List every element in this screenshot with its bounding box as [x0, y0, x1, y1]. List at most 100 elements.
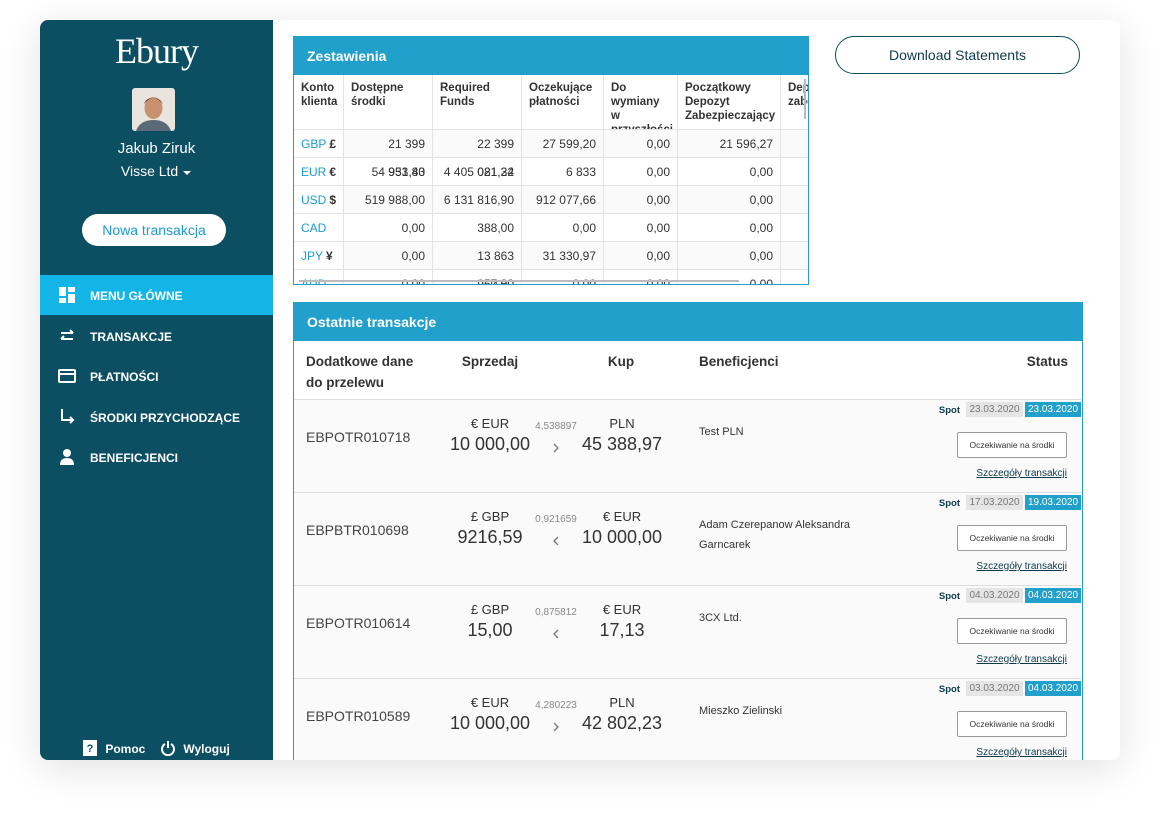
help-link[interactable]: ? Pomoc	[82, 740, 145, 756]
details-link[interactable]: Szczegóły transakcji	[976, 468, 1067, 479]
date-to: 04.03.2020	[1025, 588, 1081, 603]
value-cell: 0,00	[678, 214, 781, 242]
transaction-row: EBPBTR010698 £ GBP 9216,59 0,921659 € EUR 10 …	[294, 492, 1082, 586]
transaction-type: Spot	[938, 684, 960, 695]
currency-symbol: £	[329, 137, 337, 151]
transaction-row: EBPOTR010718 € EUR 10 000,00 4,538897 PLN 45 …	[294, 399, 1082, 493]
sell-amount: 10 000,00	[449, 713, 531, 733]
menu-item[interactable]: TRANSAKCJE	[40, 316, 273, 356]
column-header: Dostępne środki	[344, 75, 433, 130]
currency-code: GBP	[301, 137, 327, 151]
sell-currency: € EUR	[470, 695, 510, 710]
value-cell: 21 596,27	[678, 130, 781, 158]
value-cell: 519 988,00	[344, 186, 433, 214]
menu-item[interactable]: BENEFICJENCI	[40, 437, 273, 477]
value-cell: 27 599,20	[522, 130, 604, 158]
account-cell[interactable]: JPY ¥	[294, 242, 344, 270]
currency-symbol: €	[329, 165, 337, 179]
status-button[interactable]: Oczekiwanie na środki	[957, 711, 1067, 737]
buy-amount: 17,13	[599, 620, 645, 640]
currency-code: CAD	[301, 221, 327, 235]
value-cell	[781, 158, 808, 186]
summary-panel: Zestawienia Konto klienta Dostępne środki…	[293, 36, 809, 285]
avatar	[132, 88, 175, 131]
menu-icon	[58, 369, 76, 383]
beneficiary: Adam Czerepanow Aleksandra Garncarek	[699, 519, 851, 551]
reference: EBPOTR010614	[306, 615, 411, 631]
transactions-title: Ostatnie transakcje	[294, 303, 1082, 341]
download-button[interactable]: Download Statements	[835, 36, 1080, 74]
value-cell: 0,00	[678, 242, 781, 270]
menu-icon	[59, 287, 75, 303]
date-to: 23.03.2020	[1025, 402, 1081, 417]
status-button[interactable]: Oczekiwanie na środki	[957, 525, 1067, 551]
transaction-row: EBPOTR010614 £ GBP 15,00 0,875812 € EUR 17,13…	[294, 585, 1082, 679]
arrow	[526, 719, 586, 736]
transaction-type: Spot	[938, 405, 960, 416]
menu-item[interactable]: PŁATNOŚCI	[40, 356, 273, 396]
account-cell[interactable]: CAD	[294, 214, 344, 242]
sell-currency: £ GBP	[470, 509, 510, 524]
details-link[interactable]: Szczegóły transakcji	[976, 561, 1067, 572]
help-icon: ?	[83, 740, 97, 756]
value-cell: 0,00	[344, 214, 433, 242]
details-link[interactable]: Szczegóły transakcji	[976, 654, 1067, 665]
value-cell: 912 077,66	[522, 186, 604, 214]
menu-label: PŁATNOŚCI	[90, 370, 159, 384]
arrow	[526, 533, 586, 550]
value-cell: 0,00	[678, 186, 781, 214]
sell-currency: € EUR	[470, 416, 510, 431]
value-cell: 22 399 081,32	[433, 130, 522, 179]
svg-text:?: ?	[87, 743, 94, 755]
power-icon	[161, 741, 175, 757]
reference: EBPOTR010718	[306, 429, 411, 445]
account-cell[interactable]: GBP £	[294, 130, 344, 158]
transaction-row: EBPOTR010589 € EUR 10 000,00 4,280223 PLN 42 …	[294, 678, 1082, 760]
currency-code: EUR	[301, 165, 327, 179]
summary-table: Konto klienta Dostępne środki Required Fun…	[294, 75, 808, 284]
value-cell: 21 399 933,80	[344, 130, 433, 179]
value-cell: 0,00	[604, 158, 678, 186]
currency-code: USD	[301, 193, 327, 207]
reference: EBPOTR010589	[306, 708, 411, 724]
rate: 4,280223	[535, 700, 577, 711]
help-label: Pomoc	[105, 742, 146, 756]
status-button[interactable]: Oczekiwanie na środki	[957, 618, 1067, 644]
buy-currency: € EUR	[602, 602, 642, 617]
menu-item[interactable]: ŚRODKI PRZYCHODZĄCE	[40, 397, 273, 437]
company[interactable]: Visse Ltd	[40, 163, 273, 179]
buy-currency: PLN	[609, 695, 635, 710]
logo: Ebury	[115, 31, 199, 71]
menu-label: TRANSAKCJE	[90, 329, 173, 344]
logout-link[interactable]: Wyloguj	[160, 740, 230, 757]
arrow	[526, 440, 586, 457]
date-from: 03.03.2020	[966, 681, 1023, 696]
details-link[interactable]: Szczegóły transakcji	[976, 747, 1067, 758]
currency-symbol: ¥	[326, 249, 333, 263]
company-name: Visse Ltd	[120, 163, 179, 179]
menu-label: ŚRODKI PRZYCHODZĄCE	[90, 410, 241, 425]
menu-icon	[60, 449, 74, 465]
account-cell[interactable]: EUR €	[294, 158, 344, 186]
transaction-type: Spot	[938, 498, 960, 509]
column-header: Beneficjenci	[699, 354, 779, 369]
column-header: Dodatkowe dane do przelewu	[306, 354, 414, 390]
menu-item[interactable]: MENU GŁÓWNE	[40, 275, 273, 315]
value-cell: 0,00	[604, 214, 678, 242]
buy-currency: PLN	[609, 416, 635, 431]
account-cell[interactable]: USD $	[294, 186, 344, 214]
sell-amount: 10 000,00	[449, 434, 531, 454]
new-transaction-button[interactable]: Nowa transakcja	[82, 214, 226, 246]
currency-code: JPY	[301, 249, 324, 263]
beneficiary: Test PLN	[699, 426, 744, 438]
value-cell: 6 833 009,98	[522, 158, 604, 207]
value-cell: 54 951,43	[344, 158, 433, 186]
value-cell: 0,00	[604, 186, 678, 214]
value-cell: 13 863 957,80	[433, 242, 522, 284]
value-cell: 0,00	[522, 214, 604, 242]
date-from: 23.03.2020	[966, 402, 1023, 417]
dropdown-caret	[183, 171, 192, 175]
currency-symbol: $	[329, 193, 337, 207]
arrow-icon	[553, 536, 559, 546]
status-button[interactable]: Oczekiwanie na środki	[957, 432, 1067, 458]
